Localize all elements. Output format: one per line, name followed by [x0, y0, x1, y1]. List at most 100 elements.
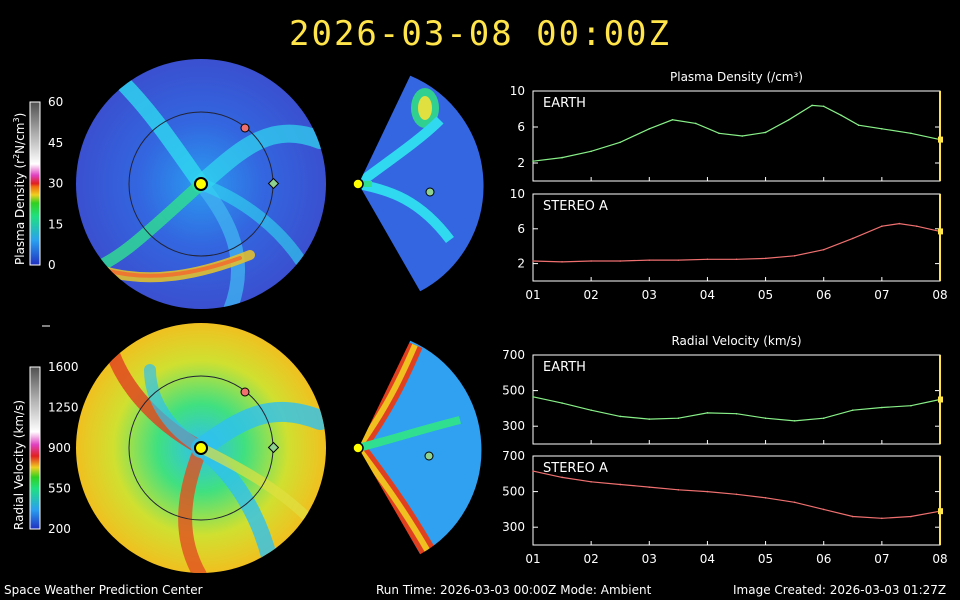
data-point [735, 258, 738, 261]
data-point [561, 156, 563, 159]
data-point [840, 114, 842, 117]
data-point [671, 119, 674, 121]
x-tick-label: 03 [642, 552, 657, 566]
panel-label: STEREO A [543, 461, 608, 476]
density-meridional-wedge [352, 74, 485, 293]
data-point [910, 515, 912, 518]
data-point [822, 417, 825, 419]
data-point [857, 124, 860, 126]
density-chart-title: Plasma Density (/cm³) [670, 70, 803, 84]
data-point [619, 483, 622, 486]
series-line-stereo-a [532, 222, 941, 263]
data-point [735, 412, 738, 415]
data-point [677, 417, 680, 419]
earth-marker [267, 177, 280, 190]
density-colorbar [29, 101, 41, 266]
data-point [741, 135, 744, 137]
data-point [793, 420, 796, 422]
data-point [648, 259, 651, 261]
density-colorbar-tick: 15 [48, 217, 63, 231]
x-tick-label: 07 [874, 288, 889, 302]
x-tick-label: 02 [584, 552, 599, 566]
data-point [532, 470, 534, 472]
data-point [532, 396, 534, 398]
data-point [677, 489, 680, 491]
data-point [590, 481, 592, 483]
data-point [881, 225, 883, 227]
x-tick-label: 03 [642, 288, 657, 302]
density-colorbar-tick: 60 [48, 95, 63, 109]
line-panel-2: 300 500 700 EARTH [502, 348, 943, 445]
x-tick-label: 08 [932, 288, 947, 302]
x-tick-label: 07 [874, 552, 889, 566]
y-tick-label: 700 [502, 348, 525, 362]
velocity-colorbar-tick: 200 [48, 522, 71, 536]
y-tick-label: 6 [517, 120, 525, 134]
data-point [706, 258, 709, 261]
velocity-colorbar-tick: 1600 [48, 360, 79, 374]
data-point [788, 119, 790, 121]
data-point [851, 409, 854, 411]
current-value-marker [938, 228, 943, 235]
velocity-colorbar-tick: 550 [48, 482, 71, 496]
data-point [764, 131, 767, 134]
y-tick-label: 2 [517, 156, 525, 170]
current-value-marker [938, 508, 943, 515]
data-point [706, 490, 709, 493]
x-tick-label: 05 [758, 288, 773, 302]
velocity-colorbar-tick: 900 [48, 441, 71, 455]
data-point [718, 132, 720, 135]
data-point [822, 508, 825, 511]
velocity-meridional-wedge [352, 339, 483, 556]
y-tick-label: 300 [502, 419, 525, 433]
y-tick-label: 700 [502, 449, 525, 463]
data-point [648, 128, 651, 130]
velocity-colorbar-tick: 1250 [48, 401, 79, 415]
y-tick-label: 10 [510, 187, 525, 201]
x-tick-label: 08 [932, 552, 947, 566]
data-point [822, 105, 825, 108]
data-point [793, 501, 796, 504]
x-tick-label: 04 [700, 288, 715, 302]
x-tick-label: 06 [816, 552, 831, 566]
data-point [561, 476, 563, 479]
data-point [648, 486, 651, 488]
data-point [793, 254, 796, 257]
data-point [764, 497, 767, 499]
y-tick-label: 300 [502, 520, 525, 534]
data-point [561, 402, 563, 404]
data-point [619, 141, 622, 144]
x-tick-label: 01 [525, 552, 540, 566]
data-point [735, 493, 738, 496]
data-point [881, 517, 883, 520]
y-tick-label: 500 [502, 384, 525, 398]
panel-label: STEREO A [543, 199, 608, 214]
x-tick-label: 06 [816, 288, 831, 302]
stereo-a-marker [240, 123, 250, 133]
data-point [532, 260, 534, 262]
data-point [590, 409, 592, 411]
forecast-datetime: 2026-03-08 00:00Z [289, 14, 671, 54]
footer-middle: Run Time: 2026-03-03 00:00Z Mode: Ambien… [376, 583, 652, 597]
data-point [648, 418, 651, 420]
data-point [706, 412, 709, 414]
data-point [619, 415, 622, 418]
current-value-marker [938, 396, 943, 403]
velocity-colorbar [29, 366, 41, 530]
line-panel-3: 300 500 700 STEREO A 01 02 03 04 05 06 07 08 [502, 449, 948, 566]
velocity-ecliptic-disc [76, 323, 326, 573]
line-panel-1: 2 6 10 STEREO A 01 02 03 04 05 06 07 08 [510, 187, 948, 302]
plot-frame [532, 90, 941, 182]
sun-marker [194, 177, 208, 191]
data-point [915, 225, 918, 227]
footer-left: Space Weather Prediction Center [4, 583, 203, 597]
plot-frame [532, 354, 941, 445]
density-colorbar-tick: 0 [48, 258, 56, 272]
density-ecliptic-disc [76, 59, 326, 309]
data-point [910, 404, 912, 407]
x-tick-label: 05 [758, 552, 773, 566]
x-tick-label: 04 [700, 552, 715, 566]
data-point [619, 260, 622, 262]
y-tick-label: 2 [517, 257, 525, 271]
